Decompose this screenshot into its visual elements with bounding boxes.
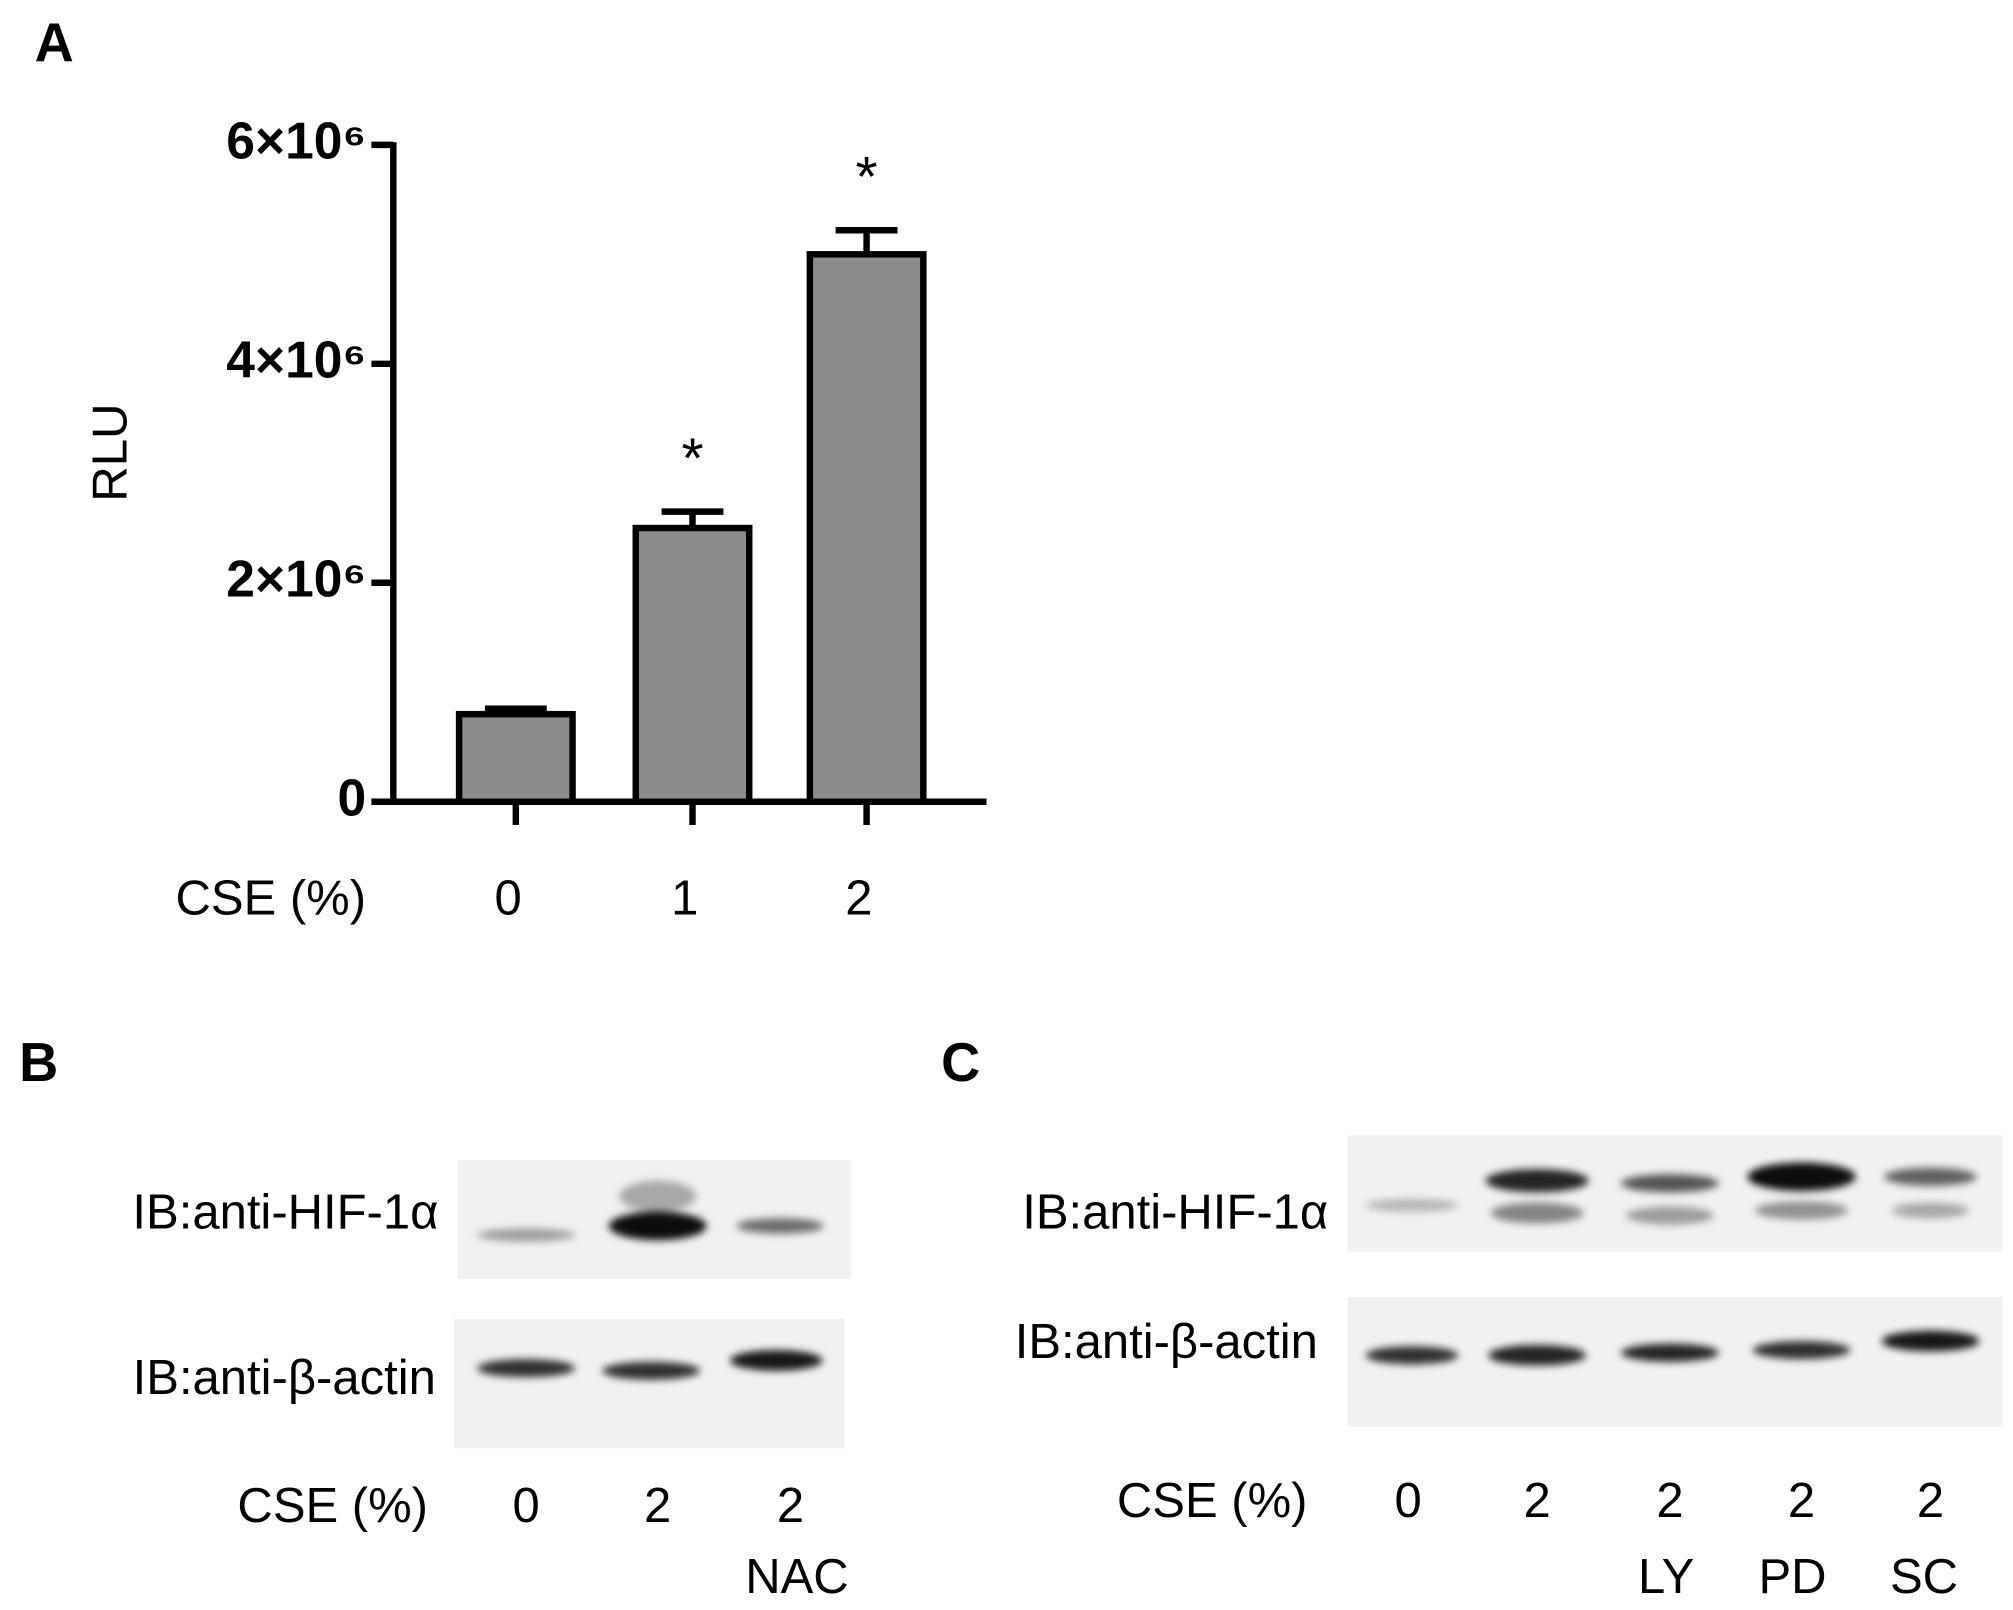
blot-membrane bbox=[1347, 1135, 2003, 1252]
x-tick-label: 0 bbox=[494, 871, 521, 925]
y-tick-label: 6×10⁶ bbox=[226, 111, 366, 169]
bands bbox=[1365, 1162, 1980, 1366]
lane-axis-label: CSE (%) bbox=[1117, 1474, 1308, 1528]
x-axis-label: CSE (%) bbox=[176, 871, 367, 925]
bar-chart: 0 2×10⁶ 4×10⁶ 6×10⁶ 0 1 * 2 * bbox=[226, 111, 987, 925]
y-tick-label: 2×10⁶ bbox=[226, 549, 366, 607]
treatment-label: NAC bbox=[745, 1550, 848, 1604]
bands bbox=[477, 1180, 825, 1380]
treatment-label: LY bbox=[1638, 1550, 1694, 1604]
blot-panel: C IB:anti-HIF-1α IB:anti-β-actin CSE (%)… bbox=[941, 1033, 2003, 1604]
significance-label: * bbox=[681, 427, 703, 490]
lane-label: 2 bbox=[777, 1479, 804, 1533]
lane-label: 2 bbox=[1917, 1474, 1944, 1528]
x-tick-label: 2 bbox=[845, 871, 872, 925]
lane-label: 2 bbox=[1524, 1474, 1551, 1528]
lane-label: 0 bbox=[513, 1479, 540, 1533]
blot-membrane bbox=[1347, 1297, 2003, 1427]
treatment-label: SC bbox=[1890, 1550, 1958, 1604]
lane-label: 0 bbox=[1395, 1474, 1422, 1528]
lane-label: 2 bbox=[1788, 1474, 1815, 1528]
x-tick-label: 1 bbox=[671, 871, 698, 925]
panel-label: B bbox=[19, 1033, 58, 1093]
lane-axis-label: CSE (%) bbox=[237, 1479, 428, 1533]
row-label: IB:anti-β-actin bbox=[133, 1351, 436, 1405]
bar bbox=[806, 251, 927, 806]
blot-membrane bbox=[453, 1319, 845, 1449]
row-label: IB:anti-HIF-1α bbox=[1022, 1186, 1328, 1240]
lane-label: 2 bbox=[1656, 1474, 1683, 1528]
significance-label: * bbox=[856, 146, 878, 209]
y-axis-label: RLU bbox=[83, 403, 137, 501]
y-tick-label: 0 bbox=[338, 768, 367, 826]
row-label: IB:anti-β-actin bbox=[1015, 1315, 1318, 1369]
blot-panel: B IB:anti-HIF-1α IB:anti-β-actin CSE (%)… bbox=[19, 1033, 852, 1604]
panel-label: A bbox=[35, 13, 74, 73]
bar bbox=[455, 710, 576, 805]
row-label: IB:anti-HIF-1α bbox=[132, 1186, 438, 1240]
panel-label: C bbox=[941, 1033, 980, 1093]
y-tick-label: 4×10⁶ bbox=[226, 330, 366, 388]
lane-label: 2 bbox=[644, 1479, 671, 1533]
treatment-label: PD bbox=[1758, 1550, 1826, 1604]
bar bbox=[632, 524, 753, 806]
